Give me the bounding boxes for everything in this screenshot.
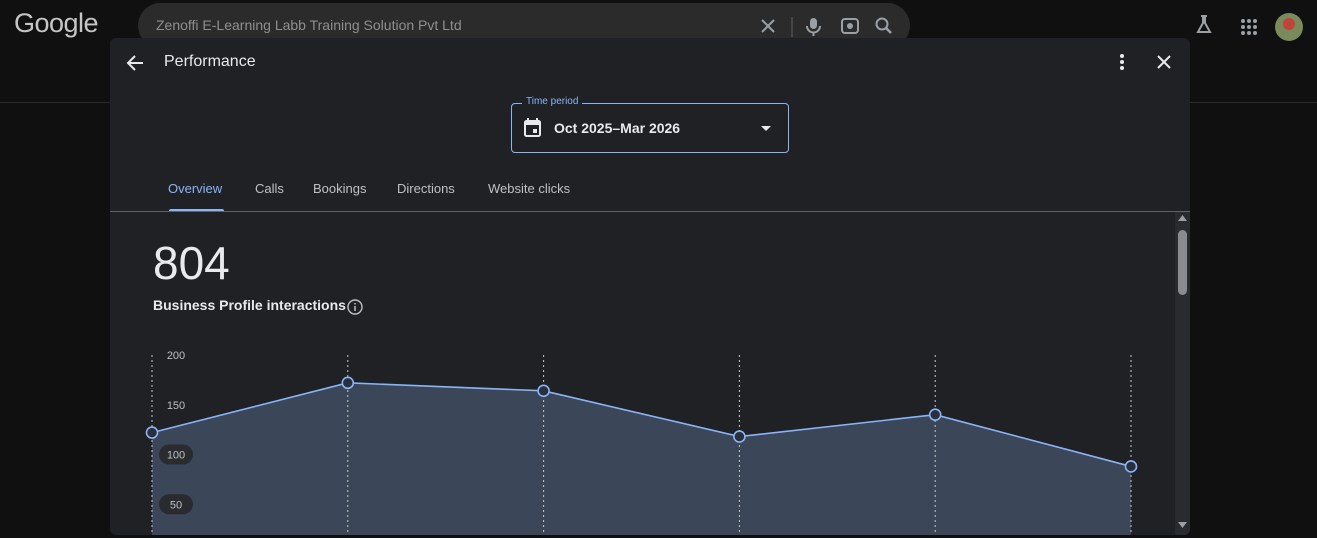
dialog-actions [1120, 54, 1171, 70]
time-period-value: Oct 2025–Mar 2026 [554, 120, 681, 136]
area-fill [152, 382, 1131, 535]
line [151, 382, 1132, 468]
search-icons [761, 17, 892, 37]
labs-icon[interactable] [1196, 15, 1212, 33]
clear-icon[interactable] [761, 19, 775, 33]
tab[interactable]: Directions [397, 181, 455, 196]
point [928, 408, 942, 421]
tab-divider [110, 211, 1190, 212]
lens-dot [847, 23, 853, 29]
y-tick-label: 100 [167, 450, 185, 462]
y-tick-label: 200 [167, 350, 185, 362]
dialog-title: Performance [164, 53, 256, 70]
search-query[interactable]: Zenoffi E-Learning Labb Training Solutio… [156, 17, 462, 33]
mic-stand [806, 25, 821, 36]
avatar-detail [1283, 18, 1295, 30]
dropdown-arrow [761, 126, 771, 131]
tab[interactable]: Overview [168, 181, 223, 196]
scroll-thumb[interactable] [1178, 230, 1187, 295]
mic-icon[interactable] [810, 18, 817, 29]
point [1124, 460, 1138, 473]
point [537, 384, 550, 398]
total-label: Business Profile interactions [153, 297, 346, 313]
y-tick-label: 150 [167, 400, 185, 412]
tab[interactable]: Bookings [313, 181, 367, 196]
tab[interactable]: Website clicks [488, 181, 571, 196]
top-right-icons [1196, 13, 1303, 41]
time-period-select[interactable]: Time period Oct 2025–Mar 2026 [511, 96, 789, 153]
search-handle [885, 27, 892, 34]
close-button[interactable] [1157, 55, 1171, 69]
chart: 50 100 150 200 [145, 350, 1138, 535]
total-value: 804 [153, 237, 230, 289]
scroll-down[interactable] [1178, 522, 1187, 528]
scroll-up[interactable] [1178, 215, 1187, 221]
y-tick-pill [159, 494, 193, 515]
search-icon[interactable] [875, 17, 889, 31]
active-tab-indicator [169, 209, 224, 212]
point [145, 426, 159, 439]
calendar-icon [524, 118, 541, 137]
apps-icon[interactable] [1241, 19, 1257, 35]
y-tick-pill [159, 444, 193, 465]
time-period-label: Time period [522, 96, 583, 107]
scrollbar[interactable] [1175, 212, 1190, 535]
point [341, 376, 355, 390]
back-button[interactable] [124, 52, 146, 74]
google-logo[interactable]: Google [14, 8, 99, 38]
lens-icon[interactable] [841, 18, 859, 34]
more-button[interactable] [1120, 54, 1124, 70]
y-tick-label: 50 [170, 499, 182, 511]
tab[interactable]: Calls [255, 181, 284, 196]
info-icon[interactable] [346, 298, 364, 316]
performance-dialog: Performance Time period Oct 2025–Mar 202… [110, 38, 1190, 535]
point [733, 430, 746, 443]
